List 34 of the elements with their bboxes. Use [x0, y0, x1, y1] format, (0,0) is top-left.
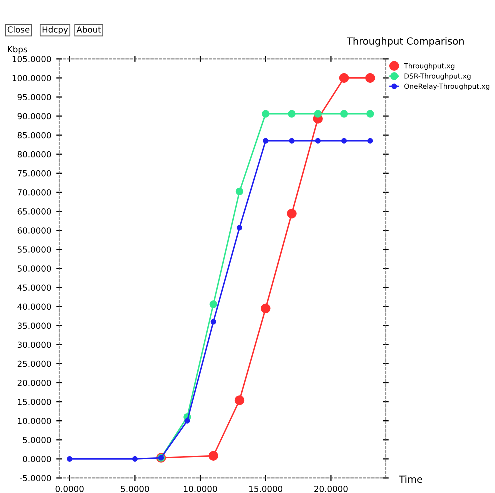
- y-tick-label: 95.0000: [18, 94, 52, 101]
- y-tick-label: 30.0000: [18, 342, 52, 348]
- x-tick-label: 20.0000: [314, 486, 348, 492]
- text: About: [76, 26, 102, 33]
- x-tick-label: 10.0000: [184, 486, 218, 492]
- y-tick-label: 65.0000: [18, 208, 52, 215]
- y-tick-label: 40.0000: [18, 304, 52, 310]
- y-tick-label: 105.0000: [12, 56, 52, 62]
- x-axis-title: Time: [399, 476, 422, 484]
- y-tick-label: 60.0000: [18, 228, 52, 234]
- text: Close: [8, 26, 30, 33]
- y-tick-label: 5.0000: [23, 437, 52, 444]
- y-tick-label: 10.0000: [18, 418, 52, 424]
- y-tick-label: 25.0000: [18, 360, 52, 368]
- y-tick-label: -5.0000: [20, 475, 52, 482]
- x-tick-label: 0.0000: [56, 486, 84, 492]
- y-tick-label: 85.0000: [18, 132, 52, 139]
- y-tick-label: 100.0000: [12, 75, 52, 82]
- y-tick-label: 80.0000: [18, 151, 52, 158]
- y-tick-label: 70.0000: [18, 189, 52, 196]
- x-tick-label: 15.0000: [250, 486, 283, 492]
- y-tick-label: 50.0000: [18, 266, 52, 272]
- chart-title: Throughput Comparison: [346, 37, 464, 47]
- y-tick-label: 35.0000: [18, 322, 52, 330]
- y-axis-title: Kbps: [8, 46, 28, 54]
- y-tick-label: 0.0000: [23, 456, 52, 462]
- x-tick-label: 5.0000: [121, 486, 150, 492]
- y-tick-label: 15.0000: [18, 399, 52, 406]
- text: Hdcpy: [42, 26, 68, 35]
- y-tick-label: 90.0000: [18, 113, 52, 120]
- y-tick-label: 20.0000: [18, 380, 52, 386]
- y-tick-label: 45.0000: [18, 284, 52, 292]
- y-tick-label: 55.0000: [18, 246, 52, 253]
- y-tick-label: 75.0000: [18, 170, 52, 177]
